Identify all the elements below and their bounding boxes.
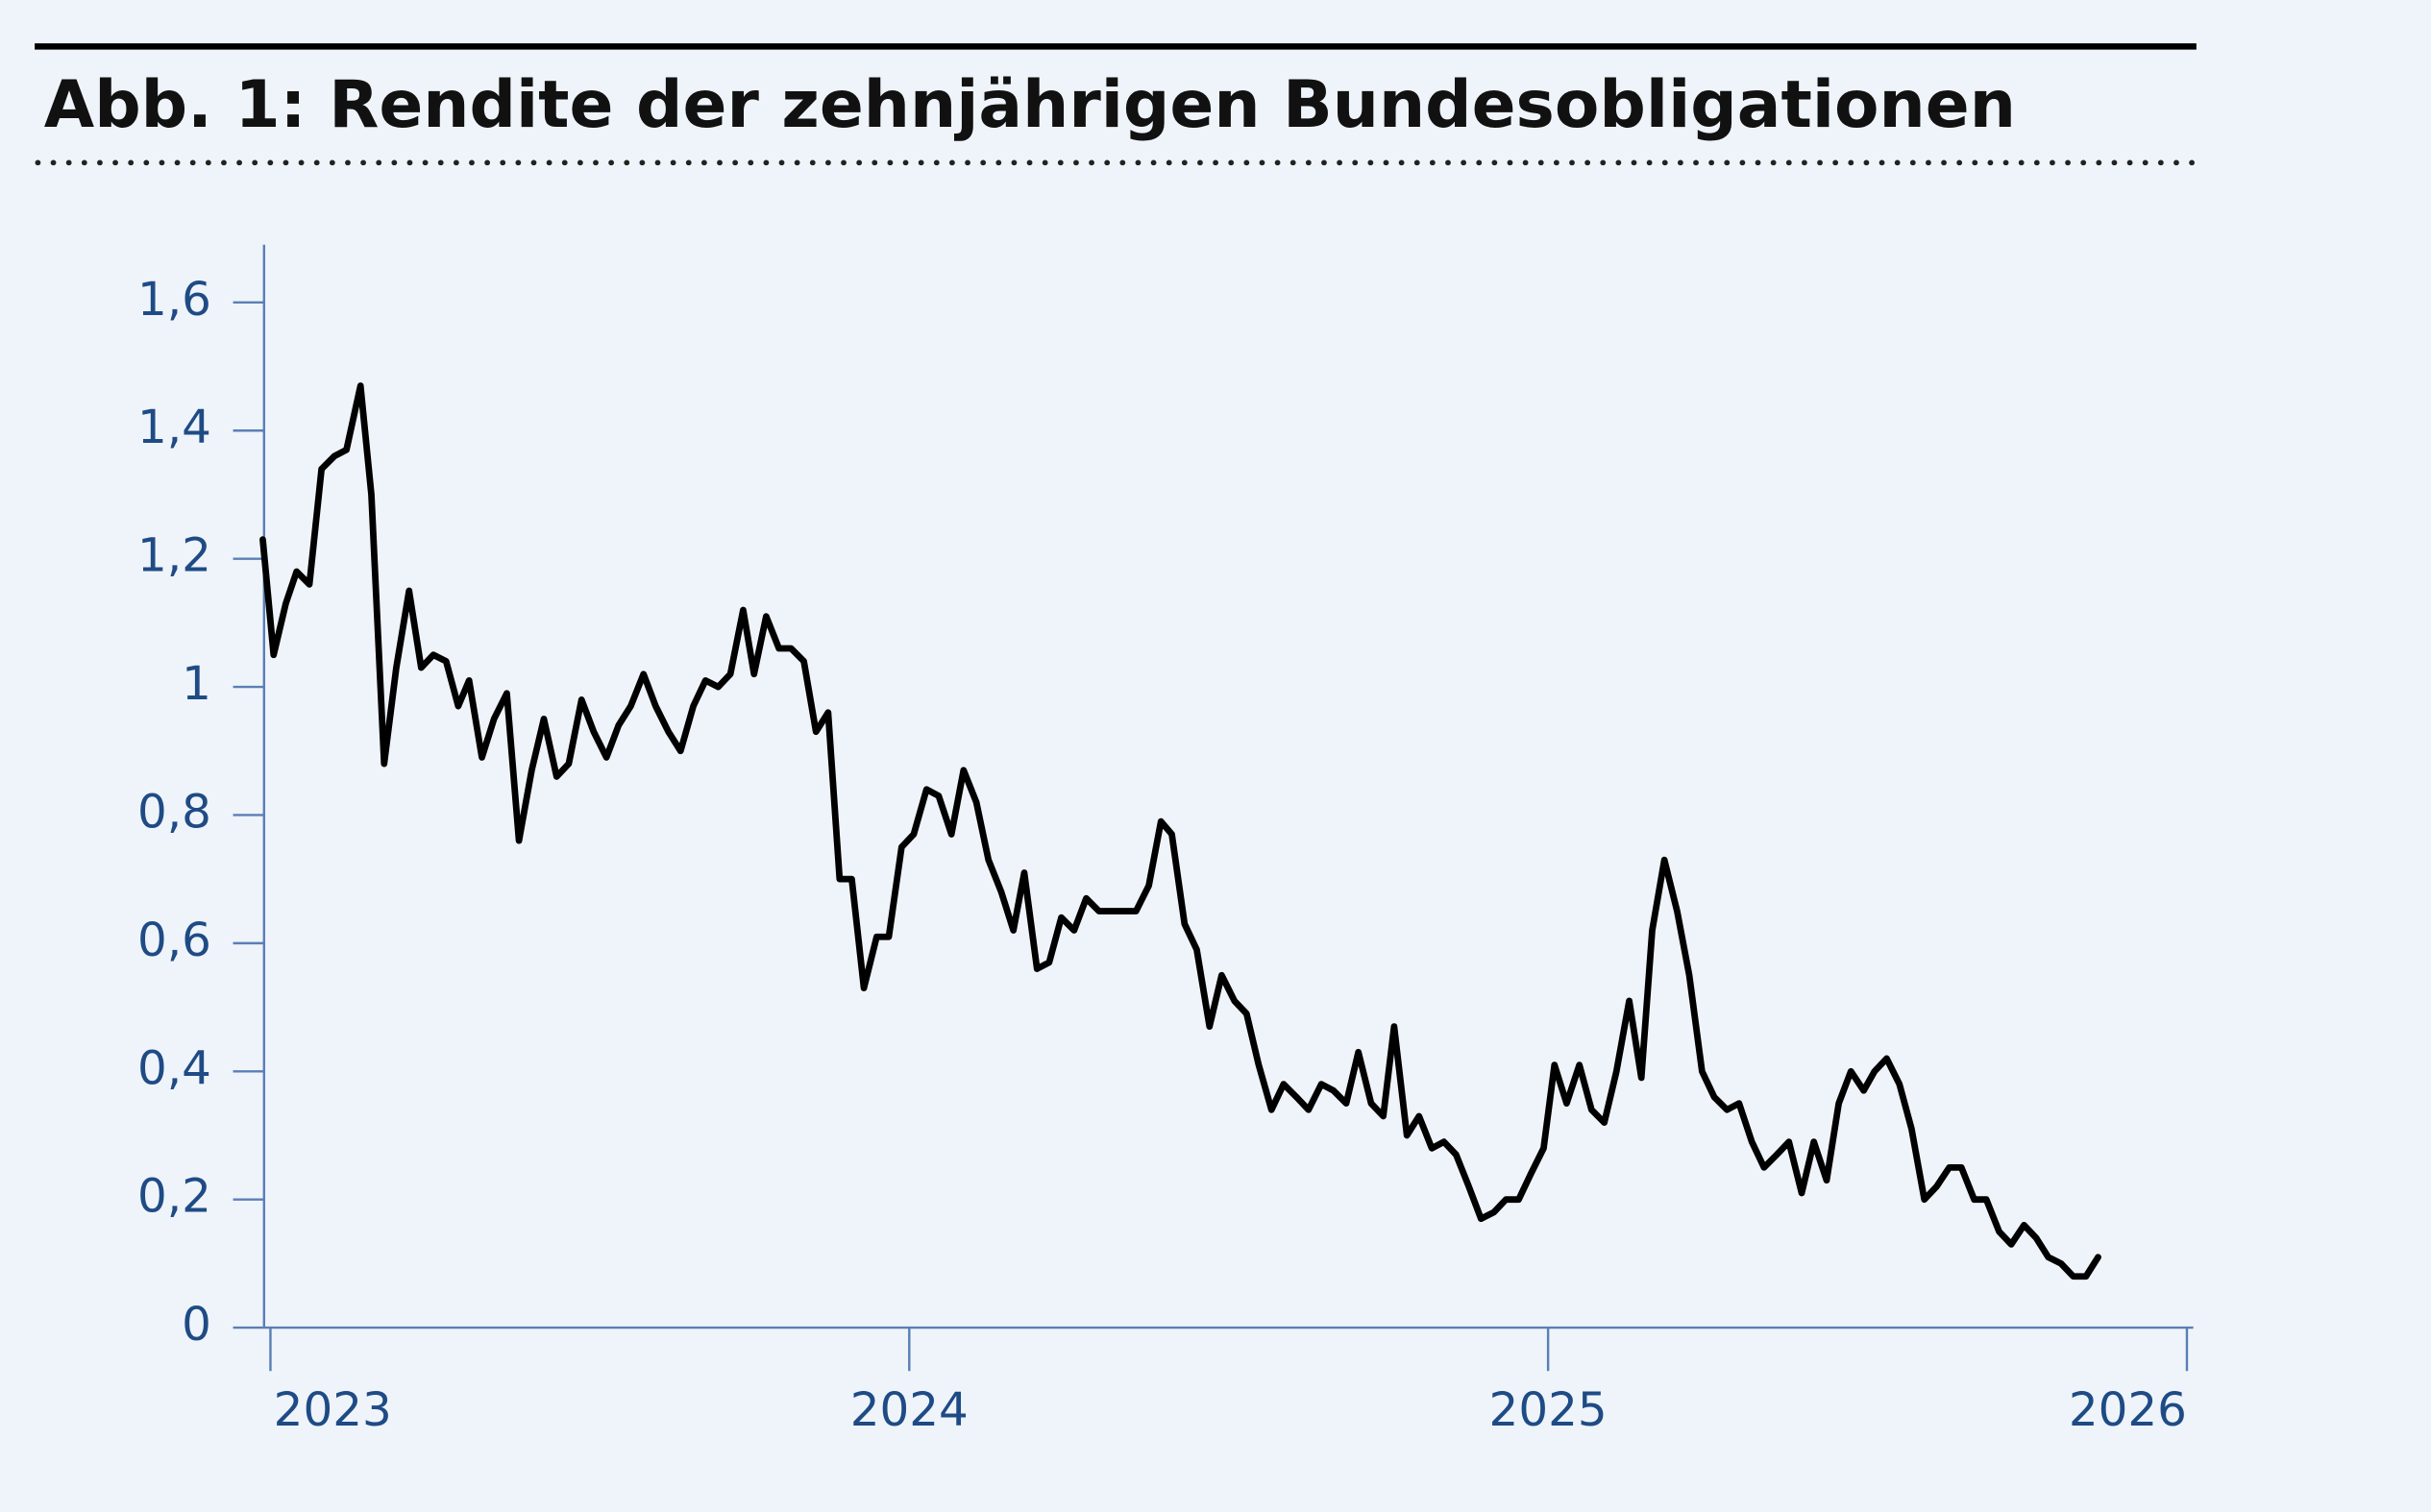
y-tick-label: 1 (182, 657, 211, 711)
x-tick-label: 2024 (850, 1383, 969, 1437)
y-tick-label: 1,2 (137, 529, 211, 583)
chart-title: Abb. 1: Rendite der zehnjährigen Bundeso… (44, 66, 2016, 142)
y-tick-label: 1,4 (137, 401, 211, 454)
y-tick-label: 0,2 (137, 1170, 211, 1224)
y-tick-label: 0,8 (137, 785, 211, 839)
y-tick-label: 0 (182, 1298, 211, 1352)
x-tick-label: 2025 (1489, 1383, 1608, 1437)
x-tick-label: 2023 (274, 1383, 392, 1437)
y-tick-label: 1,6 (137, 273, 211, 327)
y-tick-label: 0,4 (137, 1041, 211, 1095)
data-line (259, 382, 2101, 1280)
y-tick-label: 0,6 (137, 914, 211, 967)
x-tick-label: 2026 (2069, 1383, 2187, 1437)
